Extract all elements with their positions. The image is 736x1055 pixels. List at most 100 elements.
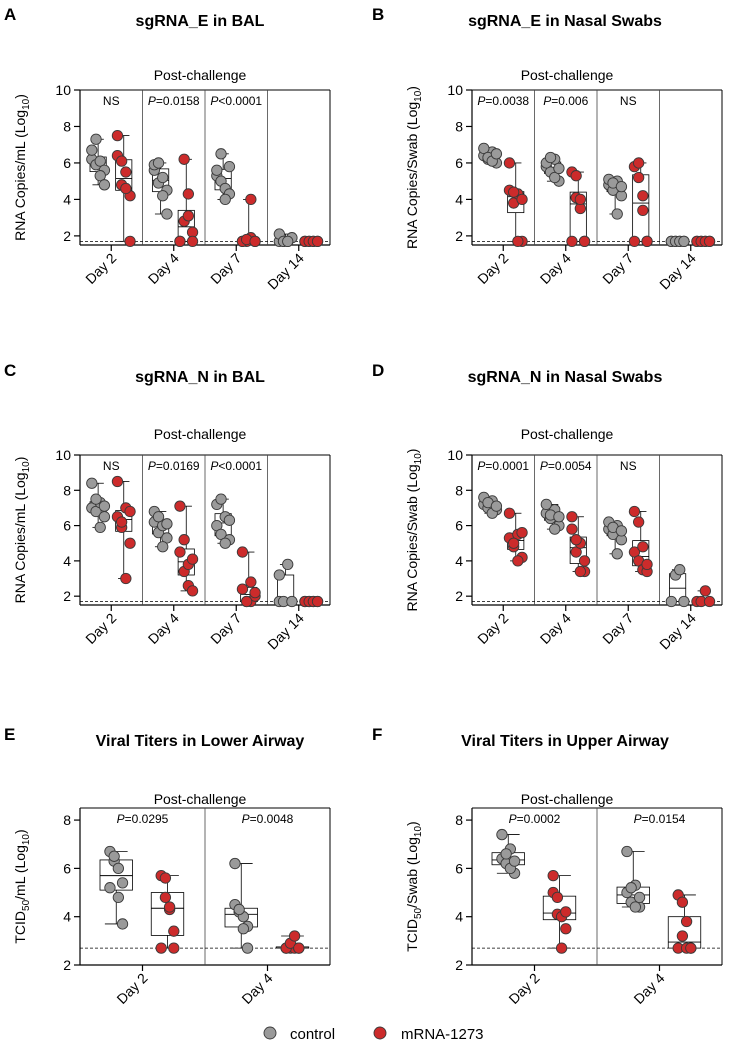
legend-label: mRNA-1273 [401,1026,484,1043]
y-axis-label: RNA Copies/mL (Log10) [12,457,32,604]
y-tick-label: 6 [63,155,71,171]
y-tick-label: 6 [455,518,463,534]
data-point-control [223,514,236,526]
y-tick-label: 10 [55,447,71,463]
p-value-label: P=0.0169 [148,459,200,473]
y-tick-label: 4 [63,553,71,569]
data-point-mRNA-1273 [236,583,249,595]
data-point-control [615,180,628,193]
data-point-control [116,877,129,889]
box-mRNA-1273 [566,511,591,578]
data-point-mRNA-1273 [685,942,697,954]
data-point-control [86,477,98,489]
data-point-mRNA-1273 [178,153,190,165]
y-tick-label: 4 [63,909,71,925]
x-tick-label: Day 4 [537,610,574,647]
panel-title: sgRNA_N in BAL [135,369,265,386]
x-tick-label: Day 2 [82,610,119,647]
data-point-control [233,903,245,916]
panel-letter: D [372,361,384,380]
data-point-control [223,160,236,173]
data-point-mRNA-1273 [159,891,172,904]
data-point-mRNA-1273 [633,157,645,169]
data-point-mRNA-1273 [508,537,520,549]
data-point-mRNA-1273 [120,572,132,585]
data-point-mRNA-1273 [186,585,199,597]
x-tick-label: Day 2 [505,970,542,1007]
x-tick-label: Day 2 [474,610,511,647]
box-control [148,157,173,220]
panel-title: sgRNA_E in BAL [136,13,265,30]
data-point-control [219,193,231,206]
data-point-control [621,845,633,858]
p-value-label: P=0.0054 [540,459,592,473]
data-point-mRNA-1273 [249,235,261,248]
data-point-control [116,918,129,930]
box-control [211,493,236,549]
data-point-control [553,511,565,523]
data-point-mRNA-1273 [124,505,136,518]
p-value-label: P=0.0048 [242,812,294,826]
box-control [224,857,258,954]
p-value-label: P=0.0154 [634,812,686,826]
data-point-control [152,511,165,523]
panel-letter: A [4,5,16,24]
panel-letter: F [372,725,382,744]
data-point-control [615,525,628,537]
data-point-mRNA-1273 [124,235,136,248]
data-point-mRNA-1273 [512,235,524,248]
panel-letter: B [372,5,384,24]
data-point-mRNA-1273 [516,193,528,206]
y-tick-label: 2 [63,228,71,244]
data-point-control [237,923,250,935]
x-tick-label: Day 2 [474,250,511,287]
panel-subtitle: Post-challenge [154,426,247,442]
data-point-mRNA-1273 [174,500,186,512]
x-tick-label: Day 4 [630,970,667,1007]
data-point-mRNA-1273 [159,872,172,884]
x-tick-label: Day 2 [82,250,119,287]
y-tick-label: 8 [455,118,463,134]
data-point-mRNA-1273 [111,129,124,142]
data-point-control [629,901,641,913]
data-point-control [611,208,623,220]
y-tick-label: 8 [63,118,71,134]
data-point-control [490,500,503,512]
data-point-control [674,564,686,576]
y-tick-label: 4 [63,191,71,207]
box-mRNA-1273 [174,153,199,248]
data-point-control [161,518,173,530]
data-point-control [94,155,106,167]
y-tick-label: 4 [455,553,463,569]
box-control [603,516,628,560]
data-point-mRNA-1273 [570,170,582,182]
box-mRNA-1273 [299,235,324,248]
data-point-mRNA-1273 [641,558,653,571]
data-point-mRNA-1273 [560,923,572,935]
p-value-label: P=0.0002 [509,812,561,826]
data-point-control [678,235,690,248]
box-control [540,498,565,535]
y-tick-label: 10 [447,447,463,463]
data-point-mRNA-1273 [676,930,689,942]
p-value-label: NS [103,459,120,473]
p-value-label: P=0.0038 [477,94,529,108]
data-point-mRNA-1273 [174,235,186,248]
data-point-mRNA-1273 [240,595,253,608]
data-point-control [219,537,231,549]
x-tick-label: Day 14 [656,250,699,293]
data-point-mRNA-1273 [566,511,578,523]
panel-letter: C [4,361,16,380]
data-point-control [98,500,111,512]
data-point-control [611,548,623,560]
x-tick-label: Day 4 [537,250,574,287]
data-point-mRNA-1273 [551,891,564,904]
data-point-mRNA-1273 [628,505,641,518]
data-point-mRNA-1273 [182,188,195,200]
legend-marker [263,1026,277,1040]
data-point-mRNA-1273 [633,171,645,184]
